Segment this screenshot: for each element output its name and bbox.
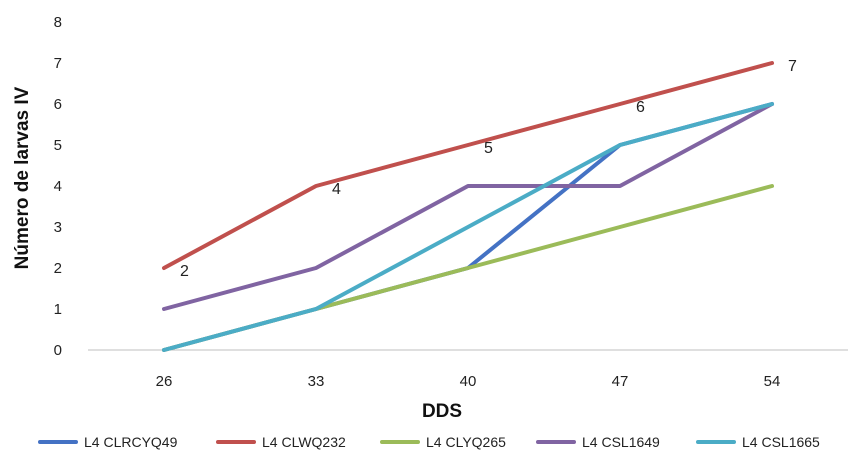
series-lines — [162, 61, 774, 352]
series-line — [162, 61, 774, 270]
x-tick-label: 33 — [308, 373, 325, 390]
series-line — [162, 102, 774, 352]
legend-label: L4 CSL1665 — [742, 434, 820, 450]
y-tick-label: 7 — [54, 55, 62, 72]
y-tick-label: 0 — [54, 342, 62, 359]
x-tick-label: 40 — [460, 373, 477, 390]
legend-label: L4 CSL1649 — [582, 434, 660, 450]
x-axis-title: DDS — [422, 401, 462, 422]
data-label: 2 — [180, 263, 189, 280]
data-label: 4 — [332, 181, 341, 198]
y-tick-label: 6 — [54, 96, 62, 113]
x-axis-ticks: 26 33 40 47 54 — [156, 373, 781, 390]
legend: L4 CLRCYQ49 L4 CLWQ232 L4 CLYQ265 L4 CSL164… — [38, 434, 820, 450]
data-label: 7 — [788, 58, 797, 75]
x-tick-label: 54 — [764, 373, 781, 390]
y-tick-label: 2 — [54, 260, 62, 277]
legend-label: L4 CLYQ265 — [426, 434, 506, 450]
series-line — [162, 102, 774, 311]
data-label: 6 — [636, 99, 645, 116]
y-tick-label: 4 — [54, 178, 62, 195]
legend-label: L4 CLWQ232 — [262, 434, 346, 450]
y-tick-label: 5 — [54, 137, 62, 154]
data-label: 5 — [484, 140, 493, 157]
y-axis-ticks: 0 1 2 3 4 5 6 7 8 — [54, 14, 62, 359]
y-axis-title: Número de larvas IV — [12, 86, 33, 269]
y-tick-label: 3 — [54, 219, 62, 236]
x-tick-label: 26 — [156, 373, 173, 390]
y-tick-label: 1 — [54, 301, 62, 318]
x-tick-label: 47 — [612, 373, 629, 390]
y-tick-label: 8 — [54, 14, 62, 31]
data-labels: 2 4 5 6 7 — [180, 58, 797, 280]
legend-label: L4 CLRCYQ49 — [84, 434, 178, 450]
